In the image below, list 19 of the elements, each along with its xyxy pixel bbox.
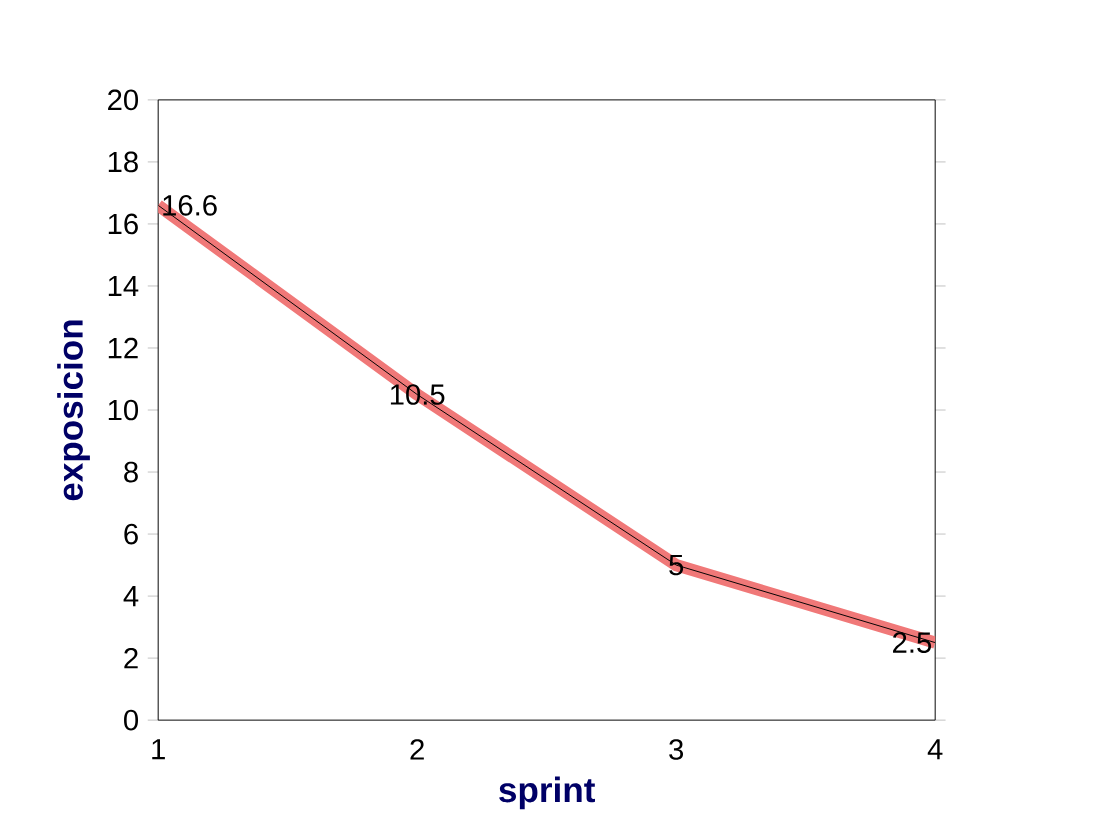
y-tick-label: 6 <box>124 523 138 545</box>
x-axis-title: sprint <box>499 776 595 810</box>
y-tick-label: 18 <box>108 151 138 173</box>
y-tick-label: 4 <box>123 586 139 607</box>
x-tick-label: 2 <box>410 739 424 760</box>
y-tick-label: 0 <box>124 709 139 731</box>
y-tick-label: 12 <box>108 337 138 359</box>
y-tick-label: 20 <box>108 89 139 111</box>
y-tick-label: 2 <box>124 647 138 669</box>
y-axis-title: exposicion <box>57 320 90 501</box>
x-tick-label: 1 <box>152 739 165 760</box>
data-label: 16.6 <box>163 194 217 216</box>
x-tick-label: 3 <box>669 739 684 760</box>
data-label: 2.5 <box>893 632 932 653</box>
y-tick-label: 10 <box>108 399 139 421</box>
x-tick-label: 4 <box>927 739 943 760</box>
y-tick-label: 14 <box>108 275 139 297</box>
y-tick-label: 16 <box>108 213 138 235</box>
y-tick-label: 8 <box>124 461 138 483</box>
